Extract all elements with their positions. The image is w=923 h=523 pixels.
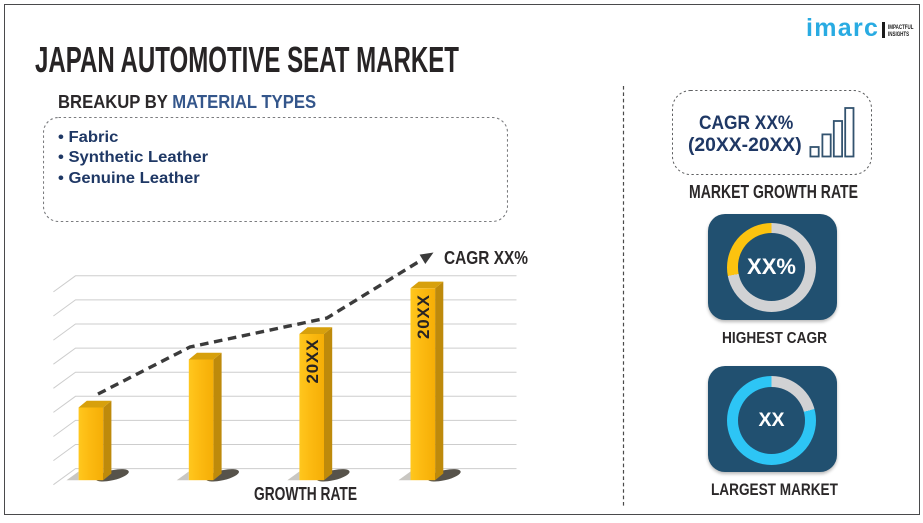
svg-text:20XX: 20XX (414, 294, 433, 339)
svg-text:20XX: 20XX (303, 339, 322, 384)
